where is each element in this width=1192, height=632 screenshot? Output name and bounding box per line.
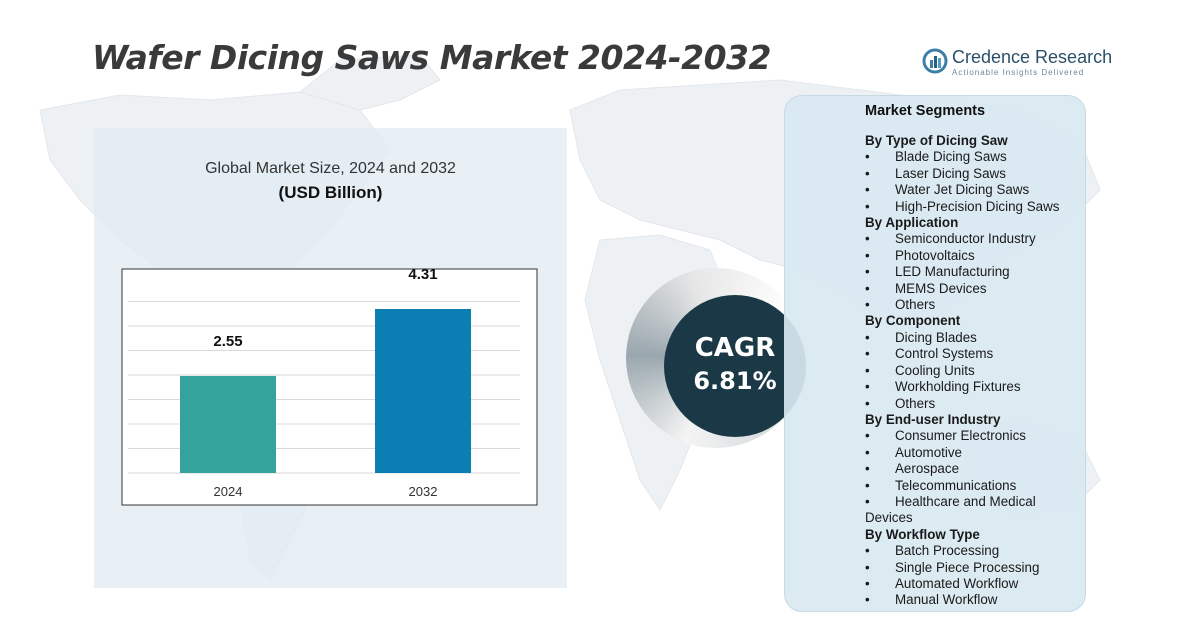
- segment-list-item: • Manual Workflow: [865, 592, 1087, 608]
- bullet-icon: •: [865, 231, 870, 247]
- segment-list-item: • Workholding Fixtures: [865, 379, 1087, 395]
- segment-list-item: • Others: [865, 297, 1087, 313]
- market-segments-list: By Type of Dicing Saw • Blade Dicing Saws •…: [865, 133, 1087, 609]
- bullet-icon: •: [865, 198, 870, 214]
- segment-group-heading: By Component: [865, 313, 961, 329]
- segment-item-label: Laser Dicing Saws: [895, 165, 1006, 181]
- segment-list-item: • Cooling Units: [865, 363, 1087, 379]
- segment-item-label: Water Jet Dicing Saws: [895, 182, 1030, 198]
- segment-list-item: • Telecommunications: [865, 478, 1087, 494]
- bullet-icon: •: [865, 395, 870, 411]
- segment-group-heading: By End-user Industry: [865, 411, 1001, 427]
- segment-item-label: Workholding Fixtures: [895, 379, 1021, 395]
- segment-item-label: Healthcare and Medical Devices: [865, 493, 1036, 526]
- segment-list-item: • Blade Dicing Saws: [865, 149, 1087, 165]
- segment-group-heading: By Workflow Type: [865, 526, 980, 542]
- brand-name: Credence Research: [952, 47, 1113, 67]
- segment-item-label: High-Precision Dicing Saws: [895, 198, 1060, 214]
- bullet-icon: •: [865, 428, 870, 444]
- segment-item-label: Dicing Blades: [895, 329, 977, 345]
- segment-group-heading: By Type of Dicing Saw: [865, 133, 1008, 148]
- x-tick-label-2032: 2032: [409, 484, 438, 499]
- segment-list-item: • Batch Processing: [865, 543, 1087, 559]
- bullet-icon: •: [865, 493, 870, 509]
- segment-list-item: • High-Precision Dicing Saws: [865, 199, 1087, 215]
- bullet-icon: •: [865, 592, 870, 608]
- segment-item-label: Control Systems: [895, 346, 994, 362]
- segment-list-item: • Automotive: [865, 445, 1087, 461]
- bullet-icon: •: [865, 165, 870, 181]
- segment-list-item: • Healthcare and Medical Devices: [865, 494, 1087, 527]
- chart-bars: 2.55 2024 4.31 2032: [180, 266, 471, 499]
- segment-list-item: • Semiconductor Industry: [865, 231, 1087, 247]
- chart-title: Global Market Size, 2024 and 2032: [205, 160, 456, 177]
- bullet-icon: •: [865, 543, 870, 559]
- segment-list-item: • MEMS Devices: [865, 281, 1087, 297]
- brand-tagline: Actionable Insights Delivered: [952, 68, 1085, 77]
- bullet-icon: •: [865, 477, 870, 493]
- credence-logo-icon: [922, 48, 948, 74]
- bullet-icon: •: [865, 280, 870, 296]
- segment-item-label: Photovoltaics: [895, 247, 975, 263]
- cagr-badge: CAGR 6.81%: [664, 295, 806, 437]
- segment-list-item: • Consumer Electronics: [865, 428, 1087, 444]
- bar-2024: [180, 375, 276, 473]
- bullet-icon: •: [865, 182, 870, 198]
- bullet-icon: •: [865, 247, 870, 263]
- bullet-icon: •: [865, 444, 870, 460]
- segment-item-label: Telecommunications: [895, 477, 1017, 493]
- brand-logo: Credence Research Actionable Insights De…: [922, 48, 1112, 77]
- bar-value-label-2032: 4.31: [408, 266, 437, 283]
- bullet-icon: •: [865, 362, 870, 378]
- segment-item-label: Manual Workflow: [895, 592, 998, 608]
- segment-list-item: • Laser Dicing Saws: [865, 166, 1087, 182]
- segment-item-label: Blade Dicing Saws: [895, 149, 1007, 165]
- bar-value-label-2024: 2.55: [213, 333, 242, 350]
- segment-item-label: Others: [895, 395, 936, 411]
- segment-item-label: Semiconductor Industry: [895, 231, 1036, 247]
- bullet-icon: •: [865, 329, 870, 345]
- bullet-icon: •: [865, 149, 870, 165]
- segment-item-label: Others: [895, 297, 936, 313]
- segment-list-item: • Automated Workflow: [865, 576, 1087, 592]
- segment-item-label: Batch Processing: [895, 543, 1000, 559]
- market-segments-title: Market Segments: [865, 103, 986, 119]
- page-title: Wafer Dicing Saws Market 2024-2032: [92, 38, 771, 77]
- segment-item-label: Consumer Electronics: [895, 428, 1026, 444]
- bullet-icon: •: [865, 461, 870, 477]
- chart-unit-label: (USD Billion): [278, 183, 383, 202]
- cagr-value: 6.81%: [693, 367, 777, 395]
- x-tick-label-2024: 2024: [214, 484, 243, 499]
- segment-list-item: • Others: [865, 396, 1087, 412]
- market-segments-panel: [784, 95, 1086, 612]
- segment-group-heading: By Application: [865, 215, 959, 231]
- segment-list-item: • Single Piece Processing: [865, 560, 1087, 576]
- bullet-icon: •: [865, 575, 870, 591]
- segment-list-item: • LED Manufacturing: [865, 264, 1087, 280]
- bullet-icon: •: [865, 297, 870, 313]
- segment-item-label: Single Piece Processing: [895, 559, 1040, 575]
- segment-item-label: Automated Workflow: [895, 575, 1019, 591]
- segment-item-label: LED Manufacturing: [895, 264, 1010, 280]
- bullet-icon: •: [865, 346, 870, 362]
- segment-item-label: Cooling Units: [895, 362, 975, 378]
- bullet-icon: •: [865, 559, 870, 575]
- segment-item-label: Automotive: [895, 444, 962, 460]
- segment-list-item: • Control Systems: [865, 346, 1087, 362]
- bullet-icon: •: [865, 379, 870, 395]
- segment-list-item: • Water Jet Dicing Saws: [865, 182, 1087, 198]
- segment-list-item: • Photovoltaics: [865, 248, 1087, 264]
- segment-list-item: • Dicing Blades: [865, 330, 1087, 346]
- segment-item-label: Aerospace: [895, 461, 960, 477]
- cagr-label: CAGR: [694, 333, 776, 363]
- segment-item-label: MEMS Devices: [895, 280, 987, 296]
- segment-list-item: • Aerospace: [865, 461, 1087, 477]
- bullet-icon: •: [865, 264, 870, 280]
- bar-2032: [375, 309, 471, 473]
